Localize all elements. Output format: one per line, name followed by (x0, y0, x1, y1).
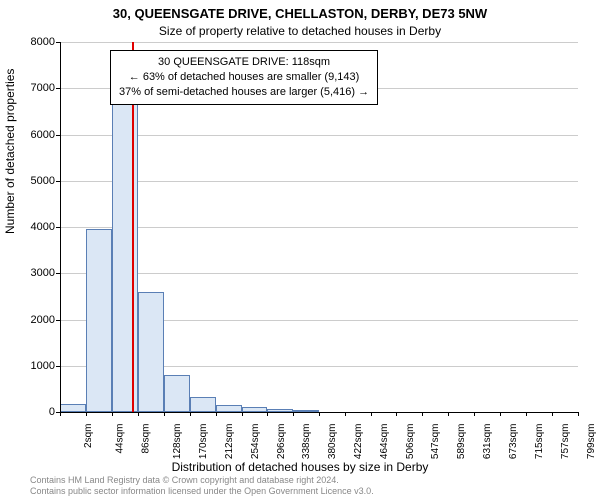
x-tick-mark (500, 412, 501, 416)
chart-title-main: 30, QUEENSGATE DRIVE, CHELLASTON, DERBY,… (0, 6, 600, 21)
x-tick-mark (86, 412, 87, 416)
y-tick-mark (56, 273, 60, 274)
x-tick-mark (293, 412, 294, 416)
info-line-2: ← 63% of detached houses are smaller (9,… (119, 70, 369, 85)
y-tick-label: 3000 (15, 267, 55, 279)
x-tick-label: 464sqm (379, 424, 390, 460)
x-tick-mark (474, 412, 475, 416)
x-tick-mark (448, 412, 449, 416)
footer-line-2: Contains public sector information licen… (30, 486, 374, 497)
x-tick-mark (371, 412, 372, 416)
y-tick-label: 5000 (15, 175, 55, 187)
x-tick-mark (190, 412, 191, 416)
histogram-bar (60, 404, 86, 412)
x-tick-label: 380sqm (327, 424, 338, 460)
x-tick-mark (60, 412, 61, 416)
x-tick-mark (164, 412, 165, 416)
histogram-bar (138, 292, 164, 412)
x-tick-label: 254sqm (250, 424, 261, 460)
info-line-1: 30 QUEENSGATE DRIVE: 118sqm (119, 55, 369, 70)
x-tick-label: 212sqm (224, 424, 235, 460)
x-axis-label: Distribution of detached houses by size … (0, 460, 600, 474)
x-tick-label: 673sqm (508, 424, 519, 460)
x-tick-label: 44sqm (114, 424, 125, 454)
histogram-bar (112, 100, 138, 412)
y-tick-mark (56, 135, 60, 136)
x-tick-mark (242, 412, 243, 416)
x-tick-label: 170sqm (198, 424, 209, 460)
x-tick-label: 506sqm (405, 424, 416, 460)
x-tick-mark (267, 412, 268, 416)
x-tick-label: 2sqm (83, 424, 94, 448)
chart-container: 30, QUEENSGATE DRIVE, CHELLASTON, DERBY,… (0, 0, 600, 500)
x-tick-mark (552, 412, 553, 416)
x-tick-mark (319, 412, 320, 416)
footer-line-1: Contains HM Land Registry data © Crown c… (30, 475, 374, 486)
x-tick-mark (396, 412, 397, 416)
y-tick-mark (56, 88, 60, 89)
grid-line (60, 42, 578, 43)
x-tick-label: 128sqm (172, 424, 183, 460)
y-tick-mark (56, 42, 60, 43)
y-tick-label: 7000 (15, 82, 55, 94)
y-tick-mark (56, 320, 60, 321)
x-tick-mark (345, 412, 346, 416)
y-tick-mark (56, 181, 60, 182)
y-tick-label: 4000 (15, 221, 55, 233)
x-tick-mark (138, 412, 139, 416)
y-tick-label: 2000 (15, 314, 55, 326)
y-tick-label: 1000 (15, 360, 55, 372)
x-tick-mark (526, 412, 527, 416)
x-tick-mark (216, 412, 217, 416)
x-tick-label: 86sqm (140, 424, 151, 454)
x-tick-label: 338sqm (302, 424, 313, 460)
footer: Contains HM Land Registry data © Crown c… (30, 475, 374, 497)
x-tick-label: 715sqm (534, 424, 545, 460)
info-line-3: 37% of semi-detached houses are larger (… (119, 85, 369, 100)
histogram-bar (216, 405, 242, 412)
x-tick-label: 631sqm (482, 424, 493, 460)
y-tick-label: 0 (15, 406, 55, 418)
y-tick-mark (56, 366, 60, 367)
chart-title-sub: Size of property relative to detached ho… (0, 24, 600, 38)
info-box: 30 QUEENSGATE DRIVE: 118sqm ← 63% of det… (110, 50, 378, 105)
x-tick-label: 799sqm (586, 424, 597, 460)
x-tick-mark (112, 412, 113, 416)
x-tick-label: 757sqm (560, 424, 571, 460)
x-tick-label: 547sqm (431, 424, 442, 460)
x-tick-mark (422, 412, 423, 416)
x-tick-label: 422sqm (353, 424, 364, 460)
y-tick-mark (56, 227, 60, 228)
x-tick-label: 296sqm (276, 424, 287, 460)
histogram-bar (190, 397, 216, 412)
y-axis-line (60, 42, 61, 412)
histogram-bar (86, 229, 112, 412)
x-tick-label: 589sqm (456, 424, 467, 460)
y-tick-label: 8000 (15, 36, 55, 48)
x-tick-mark (578, 412, 579, 416)
y-tick-label: 6000 (15, 129, 55, 141)
histogram-bar (164, 375, 190, 412)
